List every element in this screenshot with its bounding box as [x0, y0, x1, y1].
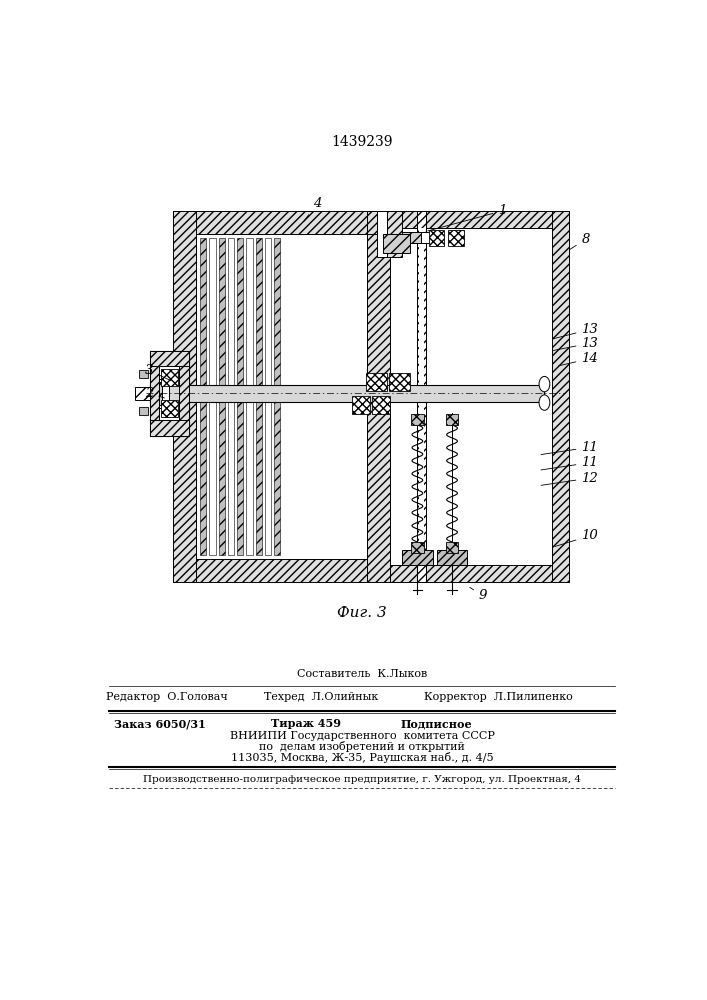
- Bar: [372, 396, 390, 414]
- Text: Корректор  Л.Пилипенко: Корректор Л.Пилипенко: [424, 692, 573, 702]
- Bar: [446, 414, 458, 425]
- Bar: [150, 385, 544, 402]
- Bar: [173, 211, 390, 234]
- Bar: [373, 565, 569, 582]
- Bar: [398, 232, 421, 243]
- Bar: [256, 238, 262, 555]
- Bar: [446, 542, 458, 553]
- Text: Заказ 6050/31: Заказ 6050/31: [114, 718, 205, 729]
- Text: Подписное: Подписное: [401, 718, 472, 729]
- Bar: [352, 396, 370, 414]
- Bar: [368, 211, 390, 582]
- Bar: [419, 228, 423, 565]
- Bar: [421, 232, 440, 243]
- Text: Производственно-полиграфическое предприятие, г. Ужгород, ул. Проектная, 4: Производственно-полиграфическое предприя…: [143, 775, 581, 784]
- Bar: [247, 238, 252, 555]
- Bar: [382, 234, 409, 253]
- Ellipse shape: [539, 395, 550, 410]
- Bar: [209, 238, 216, 555]
- Bar: [416, 211, 426, 582]
- Bar: [197, 234, 368, 559]
- Bar: [150, 366, 160, 420]
- Text: Фиг. 3: Фиг. 3: [337, 606, 387, 620]
- Bar: [265, 238, 271, 555]
- Text: 13: 13: [554, 337, 598, 350]
- Bar: [150, 351, 189, 366]
- Text: Техред  Л.Олийнык: Техред Л.Олийнык: [264, 692, 378, 702]
- Bar: [402, 550, 433, 565]
- Bar: [411, 414, 423, 425]
- Bar: [200, 238, 206, 555]
- Text: Составитель  К.Лыков: Составитель К.Лыков: [297, 669, 427, 679]
- Text: 1439239: 1439239: [331, 135, 392, 149]
- Text: 1: 1: [428, 204, 507, 231]
- Bar: [228, 238, 234, 555]
- Bar: [552, 211, 569, 582]
- Bar: [161, 400, 178, 417]
- Text: 4: 4: [303, 197, 322, 222]
- Bar: [218, 238, 225, 555]
- Bar: [180, 366, 189, 420]
- Text: 13: 13: [554, 323, 598, 339]
- Text: Тираж 459: Тираж 459: [271, 718, 341, 729]
- Bar: [150, 351, 189, 436]
- Bar: [389, 373, 411, 391]
- Bar: [378, 211, 387, 257]
- Bar: [373, 211, 569, 228]
- Bar: [411, 542, 423, 553]
- Text: 11: 11: [541, 441, 598, 455]
- Bar: [238, 238, 243, 555]
- Text: 9: 9: [469, 587, 487, 602]
- Bar: [368, 211, 397, 234]
- Bar: [437, 550, 467, 565]
- Text: 3: 3: [145, 364, 171, 381]
- Text: 11: 11: [541, 456, 598, 470]
- Bar: [387, 211, 402, 257]
- Text: 14: 14: [559, 352, 598, 366]
- Bar: [390, 228, 552, 565]
- Bar: [161, 369, 178, 386]
- Bar: [150, 379, 170, 408]
- Bar: [274, 238, 281, 555]
- Bar: [429, 230, 444, 246]
- Bar: [135, 387, 150, 400]
- Bar: [150, 420, 189, 436]
- Text: 12: 12: [541, 472, 598, 485]
- Text: ВНИИПИ Государственного  комитета СССР: ВНИИПИ Государственного комитета СССР: [230, 731, 494, 741]
- Text: 10: 10: [555, 529, 598, 547]
- Bar: [448, 230, 464, 246]
- Bar: [150, 382, 162, 405]
- Text: 8: 8: [570, 233, 590, 249]
- Bar: [139, 370, 148, 378]
- Bar: [373, 211, 390, 582]
- Bar: [173, 211, 197, 582]
- Ellipse shape: [539, 376, 550, 392]
- Bar: [173, 559, 390, 582]
- Text: 113035, Москва, Ж-35, Раушская наб., д. 4/5: 113035, Москва, Ж-35, Раушская наб., д. …: [230, 752, 493, 763]
- Bar: [139, 407, 148, 415]
- Text: Редактор  О.Головач: Редактор О.Головач: [106, 692, 228, 702]
- Bar: [366, 373, 387, 391]
- Text: 2: 2: [145, 387, 165, 400]
- Text: по  делам изобретений и открытий: по делам изобретений и открытий: [259, 741, 465, 752]
